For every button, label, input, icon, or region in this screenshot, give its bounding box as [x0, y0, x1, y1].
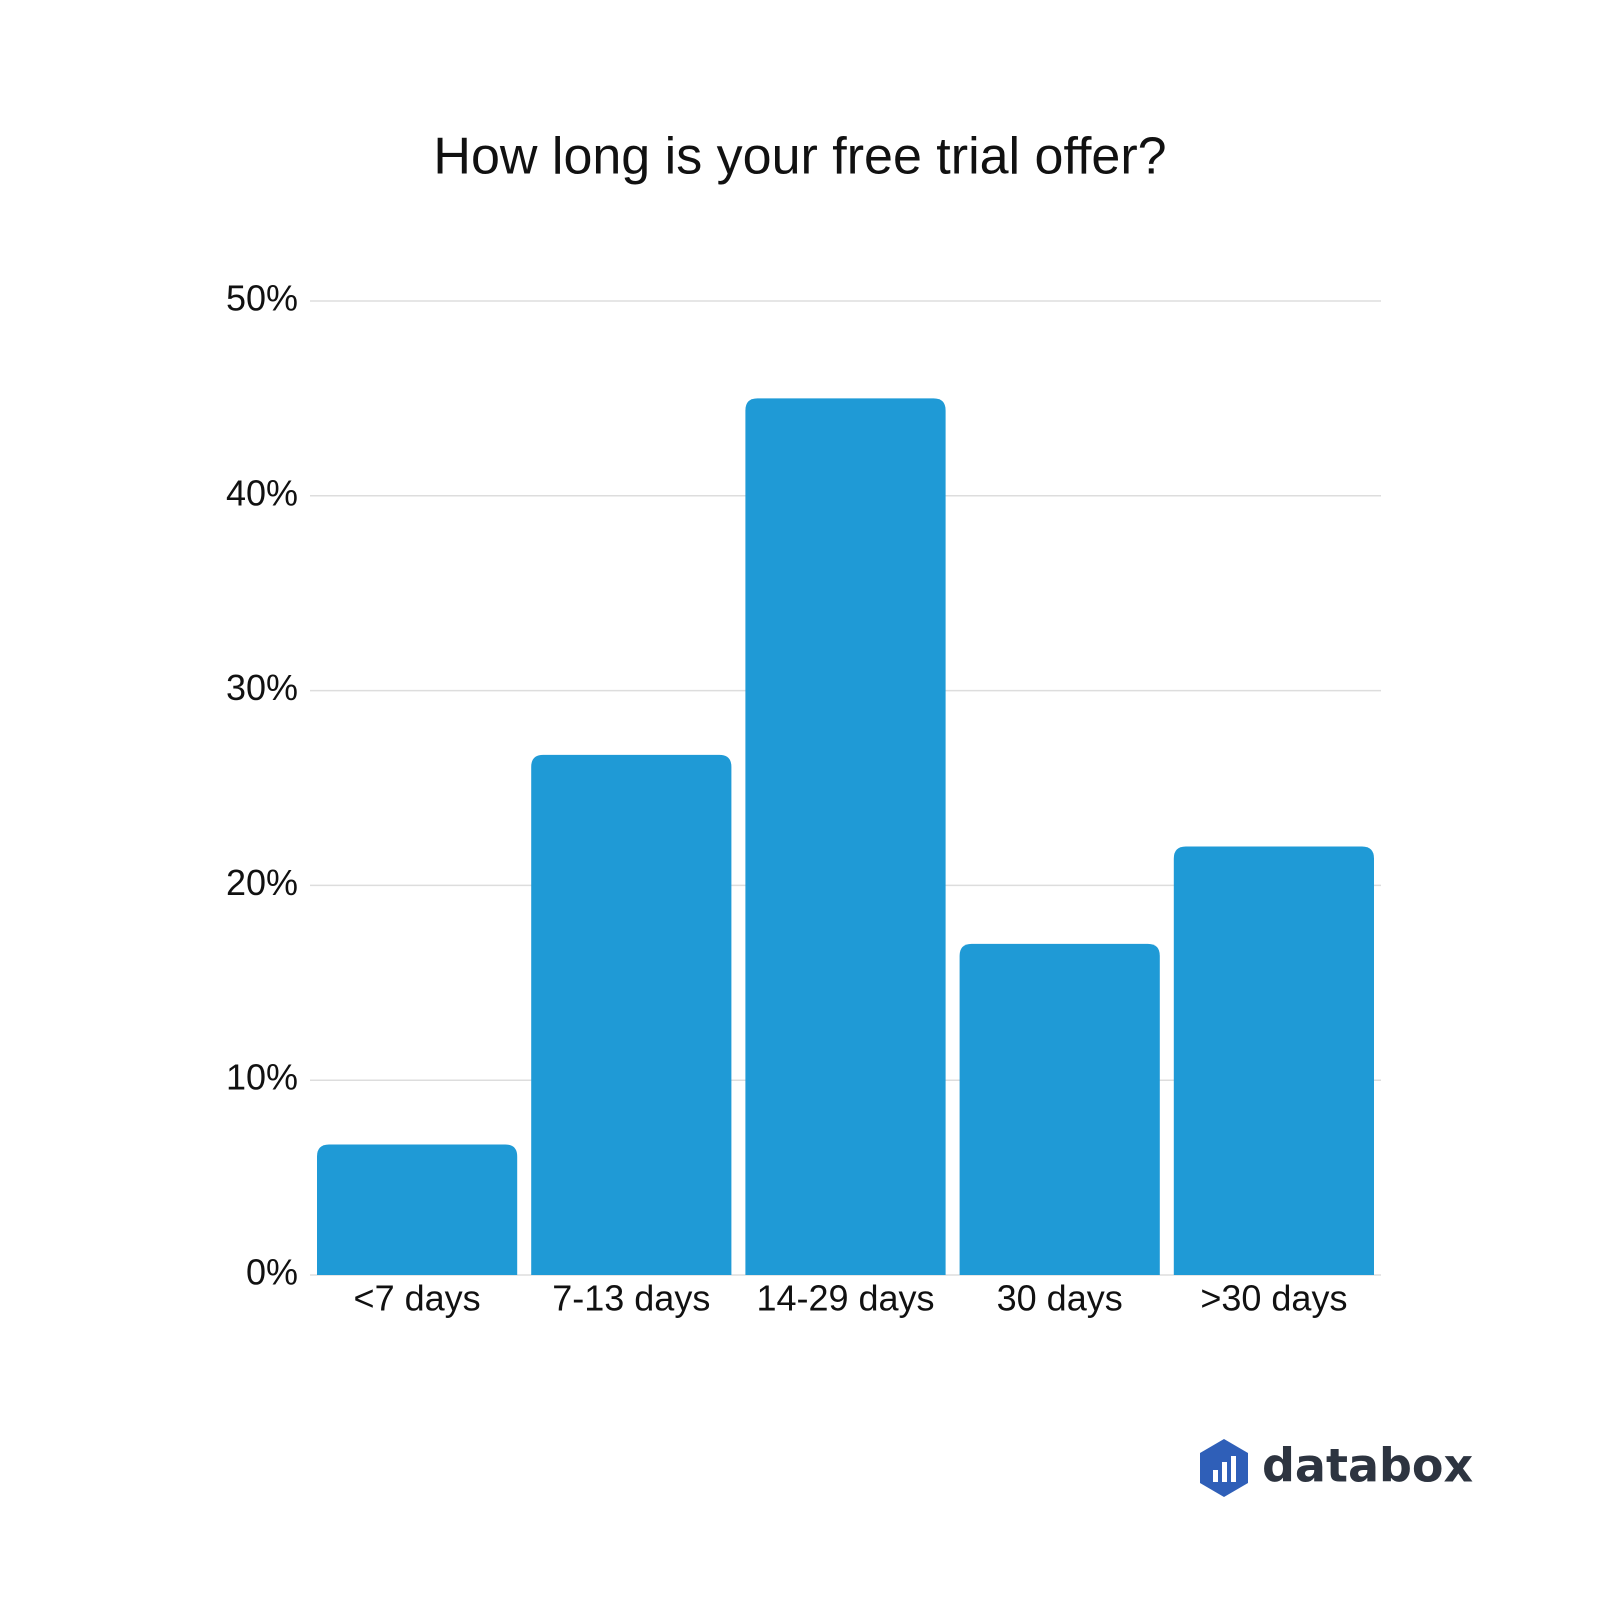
y-tick-label: 20% [226, 862, 298, 903]
y-tick-label: 50% [226, 278, 298, 319]
bar [531, 754, 732, 1275]
bar [745, 398, 946, 1275]
y-tick-label: 10% [226, 1057, 298, 1098]
bar [317, 1144, 518, 1275]
y-tick-label: 30% [226, 667, 298, 708]
x-tick-label: 14-29 days [756, 1278, 934, 1319]
logo [1200, 1439, 1248, 1497]
x-tick-label: 7-13 days [552, 1278, 710, 1319]
y-tick-label: 0% [246, 1252, 298, 1293]
brand-name: databox [1262, 1439, 1473, 1493]
chart-title: How long is your free trial offer? [433, 128, 1166, 186]
bar [959, 943, 1160, 1275]
x-tick-label: >30 days [1200, 1278, 1347, 1319]
bar [1173, 846, 1374, 1275]
y-tick-label: 40% [226, 472, 298, 513]
x-tick-label: 30 days [997, 1278, 1123, 1319]
x-tick-label: <7 days [354, 1278, 481, 1319]
